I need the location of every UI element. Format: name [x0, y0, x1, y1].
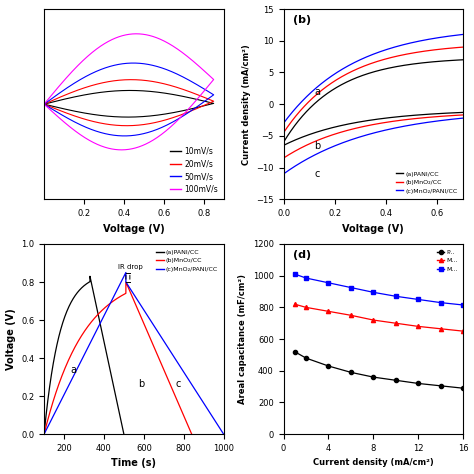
X-axis label: Current density (mA/cm²): Current density (mA/cm²)	[313, 458, 434, 467]
Text: c: c	[176, 379, 181, 389]
Text: IR drop: IR drop	[118, 264, 143, 270]
Text: a: a	[70, 365, 76, 375]
Legend: (a)PANI/CC, (b)MnO₂/CC, (c)MnO₂/PANI/CC: (a)PANI/CC, (b)MnO₂/CC, (c)MnO₂/PANI/CC	[393, 169, 460, 196]
Y-axis label: Areal capacitance (mF/cm²): Areal capacitance (mF/cm²)	[238, 274, 247, 404]
X-axis label: Voltage (V): Voltage (V)	[103, 224, 165, 234]
Legend: (a)PANI/CC, (b)MnO₂/CC, (c)MnO₂/PANI/CC: (a)PANI/CC, (b)MnO₂/CC, (c)MnO₂/PANI/CC	[154, 247, 220, 274]
Y-axis label: Voltage (V): Voltage (V)	[6, 308, 16, 370]
Text: c: c	[314, 169, 320, 179]
Text: (b): (b)	[292, 15, 310, 25]
X-axis label: Voltage (V): Voltage (V)	[343, 224, 404, 234]
Text: a: a	[314, 87, 320, 97]
X-axis label: Time (s): Time (s)	[111, 458, 156, 468]
Text: (d): (d)	[292, 250, 310, 260]
Text: b: b	[314, 140, 320, 151]
Legend: P..., M..., M...: P..., M..., M...	[434, 247, 460, 274]
Text: b: b	[138, 379, 144, 389]
Y-axis label: Current density (mA/cm²): Current density (mA/cm²)	[242, 44, 251, 164]
Legend: 10mV/s, 20mV/s, 50mV/s, 100mV/s: 10mV/s, 20mV/s, 50mV/s, 100mV/s	[168, 145, 220, 195]
